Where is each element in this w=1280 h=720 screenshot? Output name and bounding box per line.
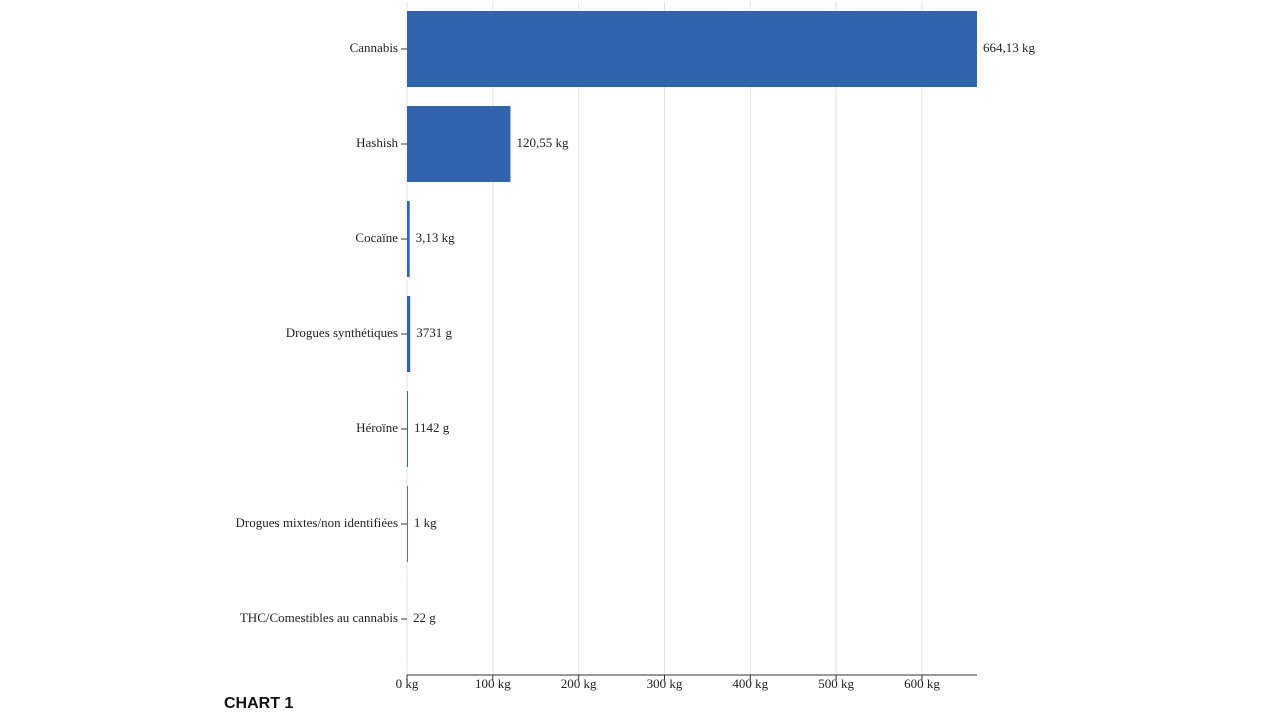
value-label: 120,55 kg [516, 135, 569, 150]
bar [407, 486, 408, 562]
value-label: 3,13 kg [416, 230, 456, 245]
value-label: 664,13 kg [983, 40, 1036, 55]
value-label: 1 kg [414, 515, 437, 530]
x-tick-label: 300 kg [647, 676, 683, 691]
y-tick-label: Drogues mixtes/non identifiées [236, 515, 398, 530]
y-tick-label: Hashish [356, 135, 398, 150]
x-tick-label: 200 kg [561, 676, 597, 691]
bar [407, 11, 977, 87]
y-tick-label: Héroïne [356, 420, 398, 435]
value-label: 22 g [413, 610, 436, 625]
x-tick-label: 400 kg [732, 676, 768, 691]
bar [407, 106, 511, 182]
x-tick-label: 0 kg [396, 676, 419, 691]
value-label: 3731 g [416, 325, 452, 340]
y-tick-label: Drogues synthétiques [286, 325, 398, 340]
bar [407, 296, 411, 372]
x-tick-label: 100 kg [475, 676, 511, 691]
y-tick-label: Cannabis [350, 40, 398, 55]
x-tick-label: 600 kg [904, 676, 940, 691]
bar [407, 391, 408, 467]
value-label: 1142 g [414, 420, 450, 435]
bar [407, 201, 410, 277]
x-tick-label: 500 kg [818, 676, 854, 691]
chart-title: CHART 1 [224, 695, 293, 712]
y-tick-label: THC/Comestibles au cannabis [240, 610, 398, 625]
y-tick-label: Cocaïne [355, 230, 398, 245]
